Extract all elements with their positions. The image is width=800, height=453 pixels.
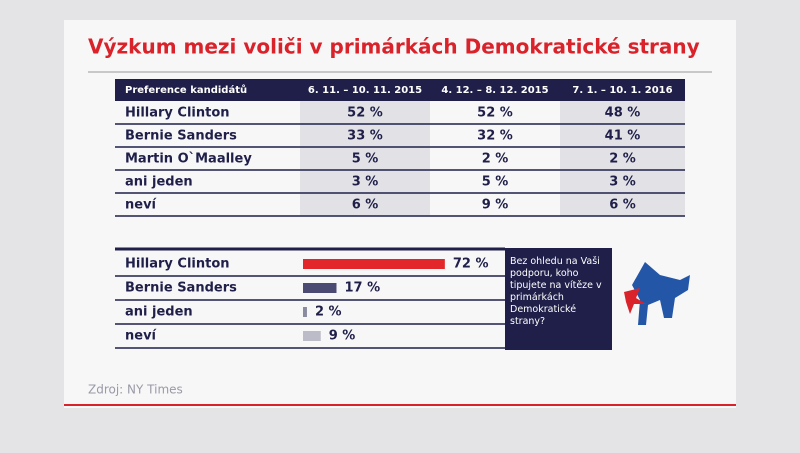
table-cell: 3 % bbox=[352, 175, 379, 190]
table-cell: 33 % bbox=[347, 129, 383, 144]
table-cell: Bernie Sanders bbox=[125, 129, 237, 144]
table-cell: 9 % bbox=[482, 198, 509, 213]
table-cell: neví bbox=[125, 198, 158, 213]
value-label: 2 % bbox=[315, 305, 342, 320]
table-cell: ani jeden bbox=[125, 175, 193, 190]
header-cell: 7. 1. – 10. 1. 2016 bbox=[572, 85, 672, 96]
table-cell: 6 % bbox=[609, 198, 636, 213]
donkey-logo bbox=[624, 262, 690, 325]
category-label: ani jeden bbox=[125, 305, 193, 320]
header-row bbox=[115, 79, 685, 101]
title: Výzkum mezi voliči v primárkách Demokrat… bbox=[88, 35, 700, 59]
category-label: Hillary Clinton bbox=[125, 257, 230, 272]
bar-chart: Hillary Clinton 72 % Bernie Sanders 17 % ani… bbox=[115, 247, 505, 349]
category-label: neví bbox=[125, 329, 158, 344]
source: Zdroj: NY Times bbox=[88, 383, 183, 397]
table-cell: 52 % bbox=[347, 106, 383, 121]
header-cell: Preference kandidátů bbox=[125, 83, 247, 96]
header-cell: 4. 12. – 8. 12. 2015 bbox=[441, 85, 548, 96]
table-cell: 2 % bbox=[609, 152, 636, 167]
table-cell: Hillary Clinton bbox=[125, 106, 230, 121]
table-cell: 52 % bbox=[477, 106, 513, 121]
bar bbox=[303, 331, 321, 341]
table: Preference kandidátů 6. 11. – 10. 11. 201… bbox=[115, 79, 685, 217]
column-shade bbox=[300, 101, 430, 216]
bar bbox=[303, 307, 307, 317]
table-cell: Martin O`Maalley bbox=[125, 152, 252, 167]
table-cell: 2 % bbox=[482, 152, 509, 167]
table-cell: 48 % bbox=[605, 106, 641, 121]
value-label: 9 % bbox=[329, 329, 356, 344]
table-cell: 32 % bbox=[477, 129, 513, 144]
table-cell: 5 % bbox=[352, 152, 379, 167]
category-label: Bernie Sanders bbox=[125, 281, 237, 296]
question-box bbox=[505, 248, 612, 350]
header-cell: 6. 11. – 10. 11. 2015 bbox=[308, 85, 422, 96]
question: Bez ohledu na Vaši podporu, koho tipujet… bbox=[510, 256, 602, 327]
table-cell: 3 % bbox=[609, 175, 636, 190]
table-cell: 6 % bbox=[352, 198, 379, 213]
table-cell: 5 % bbox=[482, 175, 509, 190]
value-label: 17 % bbox=[344, 281, 380, 296]
bar bbox=[303, 259, 445, 269]
value-label: 72 % bbox=[453, 257, 489, 272]
bar bbox=[303, 283, 337, 293]
question-wrap: Bez ohledu na Vaši podporu, koho tipujet… bbox=[510, 256, 602, 327]
table-cell: 41 % bbox=[605, 129, 641, 144]
column-shade bbox=[560, 101, 685, 216]
